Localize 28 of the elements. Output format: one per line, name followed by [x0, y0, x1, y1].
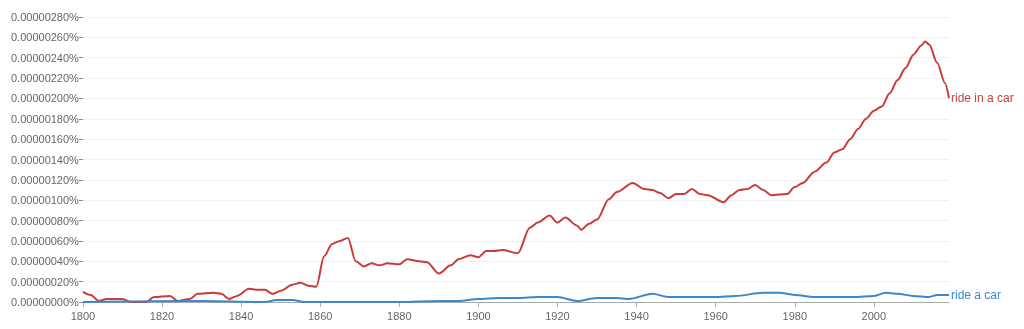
x-tick-label: 1880 — [387, 309, 412, 322]
y-tick-label: 0.00000200% — [10, 92, 80, 105]
x-tick-label: 1820 — [149, 309, 175, 322]
x-tick-label: 1900 — [466, 309, 491, 322]
x-tick-label: 1940 — [624, 309, 649, 322]
x-tick-label: 1920 — [545, 309, 570, 322]
x-tick-label: 1980 — [782, 309, 807, 322]
y-tick-label: 0.00000000% — [10, 296, 80, 308]
y-tick-label: 0.00000060% — [10, 234, 80, 247]
y-tick-label: 0.00000260% — [10, 31, 80, 44]
x-tick-label: 1840 — [228, 309, 254, 322]
series-label: ride a car — [951, 287, 1002, 302]
x-tick-label: 1960 — [703, 309, 728, 322]
y-tick-label: 0.00000140% — [10, 153, 80, 166]
y-tick-label: 0.00000020% — [10, 275, 80, 288]
y-tick-label: 0.00000160% — [10, 133, 80, 146]
x-tick-label: 1860 — [307, 309, 333, 322]
y-tick-label: 0.00000100% — [10, 194, 80, 207]
y-tick-label: 0.00000280% — [10, 11, 80, 23]
y-tick-label: 0.00000220% — [10, 72, 80, 85]
series-label: ride in a car — [951, 91, 1014, 106]
y-tick-label: 0.00000240% — [10, 51, 80, 64]
y-tick-label: 0.00000040% — [10, 255, 80, 268]
y-tick-label: 0.00000180% — [10, 112, 80, 125]
x-tick-label: 2000 — [861, 309, 887, 322]
x-tick-label: 1800 — [70, 309, 96, 322]
y-tick-label: 0.00000080% — [10, 214, 80, 227]
y-tick-label: 0.00000120% — [10, 173, 80, 186]
